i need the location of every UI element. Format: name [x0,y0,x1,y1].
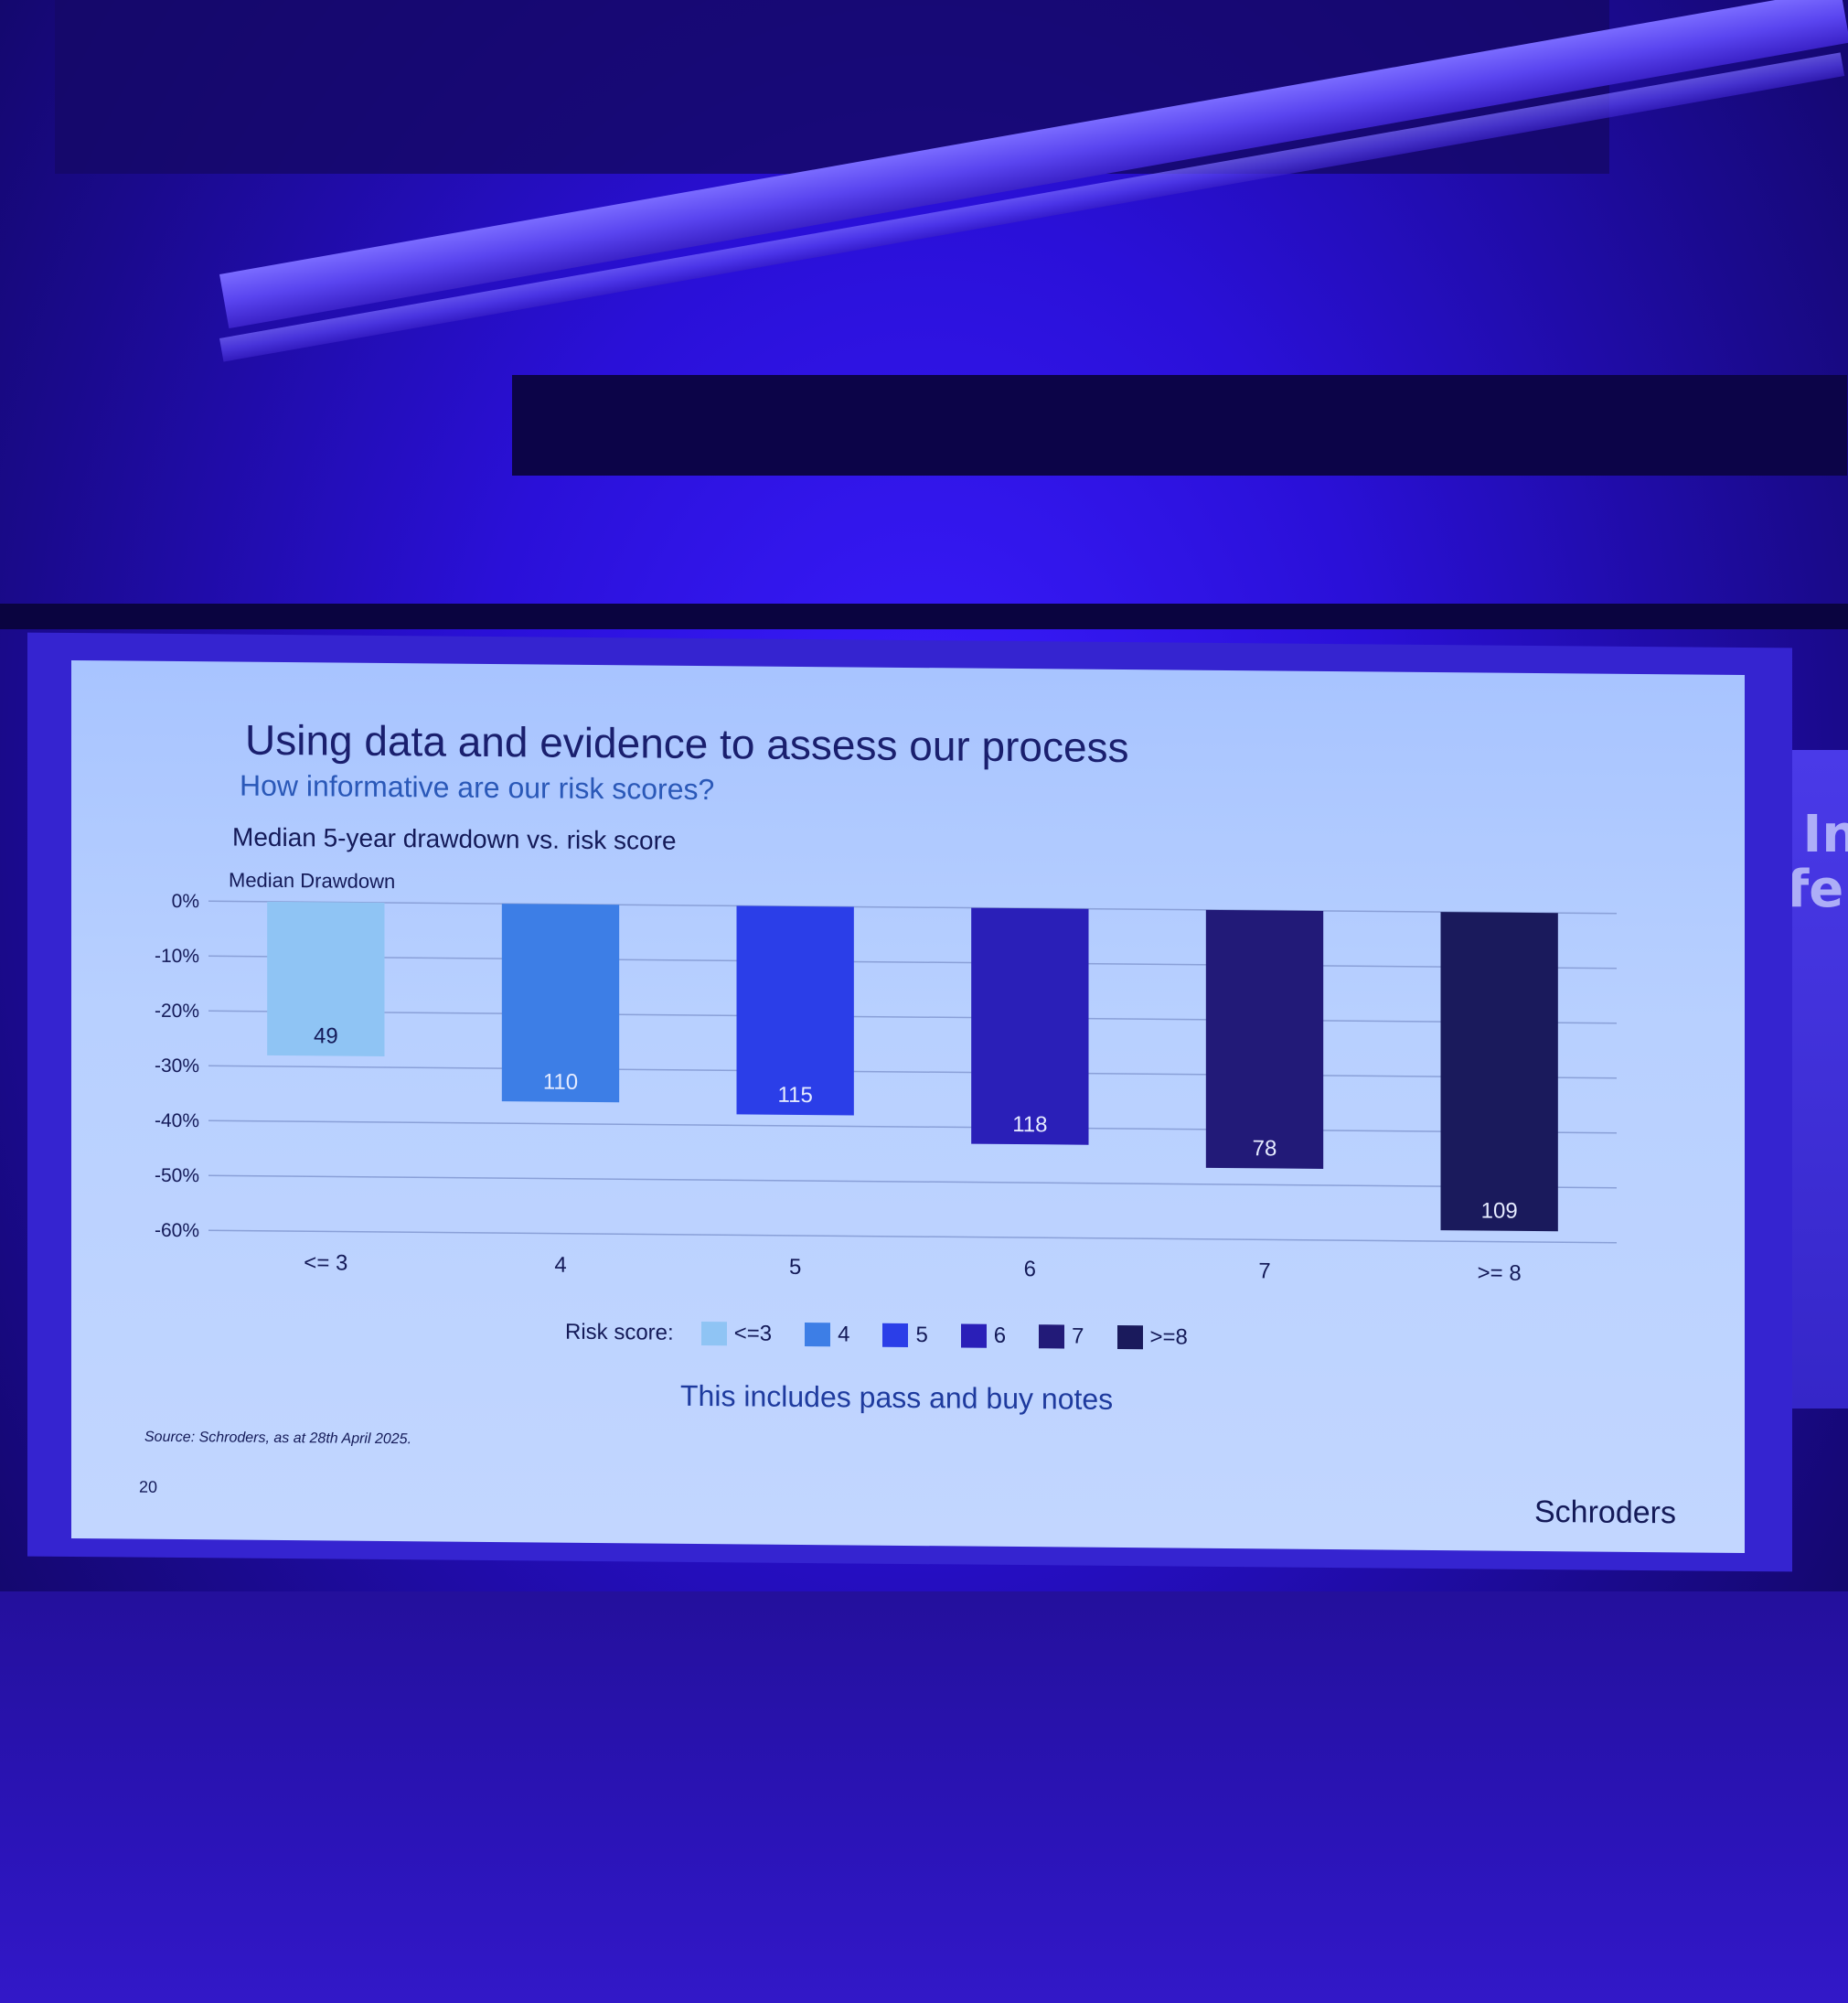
legend-item: 5 [882,1323,928,1348]
x-tick-label: 5 [789,1255,801,1280]
legend-swatch [700,1322,727,1346]
y-tick-label: -20% [155,1001,199,1022]
legend-item: 7 [1039,1323,1084,1349]
x-tick-label: 4 [554,1253,566,1278]
gridline [208,1010,1617,1024]
gridline [208,1229,1617,1244]
data-label: 49 [314,1023,338,1048]
y-tick-label: 0% [172,891,199,912]
bar [267,901,385,1056]
legend-swatch [1116,1324,1143,1350]
y-tick-label: -30% [155,1055,199,1076]
x-tick-label: 7 [1258,1259,1270,1283]
data-label: 109 [1481,1198,1518,1223]
floor [0,1591,1848,2003]
legend-swatch [960,1323,987,1348]
schroders-logo: Schroders [1534,1494,1676,1531]
legend-item: <=3 [700,1321,773,1347]
gridline [208,1065,1617,1079]
presentation-slide: Using data and evidence to assess our pr… [71,660,1745,1553]
x-tick-label: 6 [1024,1257,1036,1281]
data-label: 115 [778,1083,813,1108]
bar [1440,912,1558,1232]
data-label: 78 [1253,1136,1277,1161]
bar [501,904,620,1103]
legend-item: 6 [960,1323,1007,1348]
legend-item-label: <=3 [733,1321,773,1346]
bar [1205,909,1324,1169]
y-tick-label: -50% [155,1165,199,1186]
page-number: 20 [139,1477,158,1496]
legend-title: Risk score: [565,1319,674,1345]
gridline [208,955,1617,969]
y-tick-label: -10% [155,946,199,967]
x-tick-label: <= 3 [304,1250,347,1275]
legend-swatch [805,1322,831,1347]
legend-swatch [1039,1324,1065,1349]
gridline [208,900,1617,915]
stage-truss [0,604,1848,629]
legend-item: 4 [805,1322,849,1347]
bar-chart: 0% -10% -20% -30% -40% -50% -60% 49 <= 3 110 4 115 5… [155,891,1617,1286]
legend-item-label: 4 [838,1322,850,1347]
x-tick-label: >= 8 [1478,1260,1522,1285]
chart-legend: Risk score: <=3 4 5 6 7 [565,1314,1221,1356]
y-tick-label: -40% [155,1110,199,1131]
gridline [208,1119,1617,1134]
ceiling-duct [512,375,1847,476]
legend-item: >=8 [1116,1324,1188,1351]
chart-note: This includes pass and buy notes [680,1378,1114,1416]
legend-item-label: 6 [993,1323,1007,1348]
data-label: 118 [1012,1112,1047,1137]
data-label: 110 [543,1070,578,1095]
legend-item-label: >=8 [1149,1324,1188,1350]
legend-item-label: 5 [915,1323,928,1348]
legend-item-label: 7 [1072,1323,1084,1349]
legend-swatch [882,1323,909,1347]
bar [736,905,854,1116]
gridline [208,1174,1617,1189]
y-tick-label: -60% [155,1220,199,1241]
source-note: Source: Schroders, as at 28th April 2025… [144,1429,412,1448]
bar [971,907,1089,1145]
